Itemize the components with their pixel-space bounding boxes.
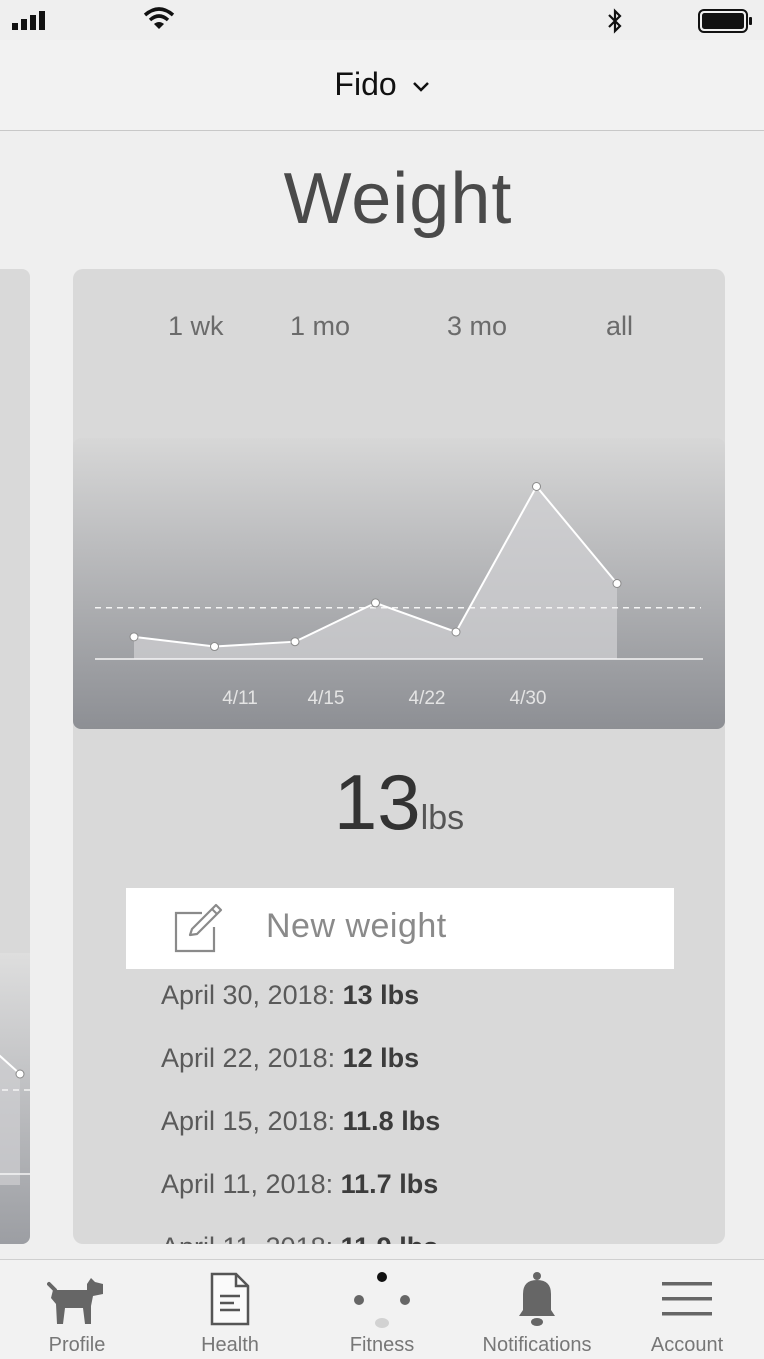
chart-point (612, 579, 622, 588)
dog-icon (47, 1278, 103, 1324)
chart-x-tick-label: 4/30 (510, 688, 547, 709)
current-weight: 13lbs (73, 757, 725, 848)
range-1-month[interactable]: 1 mo (290, 311, 351, 341)
chart-x-tick-label: 4/11 (222, 688, 258, 709)
log-value: 12 lbs (342, 1043, 420, 1073)
log-entry: April 15, 2018: 11.8 lbs (161, 1101, 681, 1164)
tab-notifications-label: Notifications (482, 1334, 592, 1356)
chart-area (134, 486, 617, 659)
log-value: 11.9 lbs (341, 1232, 439, 1244)
log-date: April 11, 2018: (161, 1232, 333, 1244)
log-entry: April 22, 2018: 12 lbs (161, 1038, 681, 1101)
signal-icon (12, 11, 45, 30)
weight-card: 1 wk 1 mo 3 mo all 4/11 4/15 4/22 4/30 13lb… (73, 269, 725, 1244)
log-value: 13 lbs (342, 980, 420, 1010)
tab-notifications[interactable]: Notifications (472, 1260, 602, 1359)
log-entry: April 11, 2018: 11.7 lbs (161, 1164, 681, 1227)
log-value: 11.7 lbs (340, 1169, 439, 1199)
chart-point (371, 598, 380, 608)
wifi-icon (143, 7, 175, 29)
new-weight-label: New weight (266, 907, 447, 945)
battery-icon (698, 9, 752, 33)
edit-icon (174, 903, 223, 953)
current-weight-value: 13 (333, 758, 421, 846)
bell-icon (519, 1272, 555, 1326)
range-3-months[interactable]: 3 mo (447, 311, 508, 341)
chevron-down-icon (412, 81, 429, 92)
page-title: Weight (283, 159, 513, 239)
log-entry: April 30, 2018: 13 lbs (161, 975, 681, 1038)
weight-chart: 4/11 4/15 4/22 4/30 (73, 438, 725, 729)
tab-profile[interactable]: Profile (22, 1260, 132, 1359)
pet-name: Fido (334, 66, 397, 102)
log-value: 11.8 lbs (342, 1106, 441, 1136)
previous-card[interactable] (0, 269, 30, 1244)
log-date: April 30, 2018: (161, 980, 336, 1010)
tab-health[interactable]: Health (175, 1260, 285, 1359)
weight-log: April 30, 2018: 13 lbs April 22, 2018: 1… (161, 975, 681, 1244)
tab-account[interactable]: Account (632, 1260, 742, 1359)
status-bar (0, 0, 764, 40)
chart-point (290, 637, 300, 647)
range-all[interactable]: all (606, 311, 634, 341)
weight-chart-svg: 4/11 4/15 4/22 4/30 (95, 482, 703, 709)
chart-point (532, 482, 541, 491)
new-weight-button[interactable]: New weight (126, 888, 674, 969)
pet-selector[interactable]: Fido (0, 66, 764, 103)
document-icon (210, 1272, 250, 1326)
tab-fitness[interactable]: Fitness (327, 1260, 437, 1359)
tab-account-label: Account (650, 1334, 724, 1356)
range-1-week[interactable]: 1 wk (168, 311, 224, 341)
log-date: April 15, 2018: (161, 1106, 336, 1136)
log-date: April 11, 2018: (161, 1169, 334, 1199)
current-weight-unit: lbs (420, 799, 465, 837)
fitness-dots-icon (354, 1272, 410, 1328)
tab-bar: Profile Health Fitness Notifications (0, 1259, 764, 1359)
tab-profile-label: Profile (48, 1334, 106, 1356)
tab-fitness-label: Fitness (349, 1334, 415, 1356)
log-entry: April 11, 2018: 11.9 lbs (161, 1227, 681, 1244)
header: Fido (0, 40, 764, 131)
log-date: April 22, 2018: (161, 1043, 336, 1073)
range-selector: 1 wk 1 mo 3 mo all (73, 311, 725, 351)
chart-x-tick-label: 4/22 (409, 688, 446, 709)
chart-point (210, 642, 219, 652)
bluetooth-icon (608, 8, 622, 34)
chart-point (451, 627, 461, 637)
previous-card-chart (0, 953, 30, 1244)
tab-health-label: Health (201, 1334, 259, 1356)
chart-x-tick-label: 4/15 (308, 688, 345, 709)
menu-icon (662, 1282, 712, 1316)
chart-point (129, 632, 139, 642)
